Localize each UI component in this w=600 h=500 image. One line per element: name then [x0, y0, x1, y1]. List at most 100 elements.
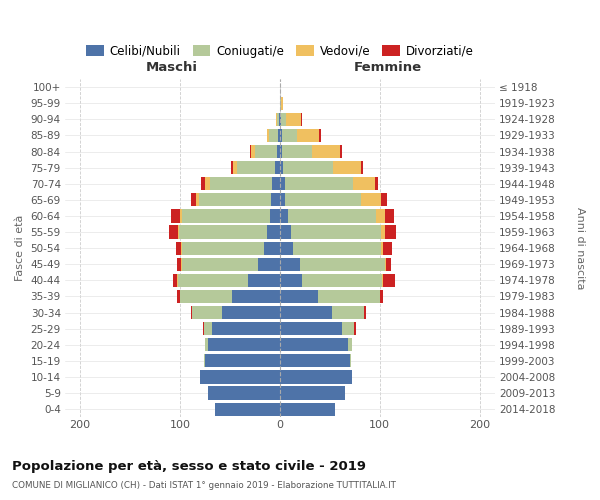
Bar [280, 322, 342, 336]
Bar [280, 386, 345, 400]
Bar [280, 129, 282, 142]
Bar [271, 194, 280, 206]
Bar [280, 194, 285, 206]
Bar [205, 354, 280, 368]
Bar [177, 258, 181, 271]
Bar [361, 161, 363, 174]
Bar [280, 226, 291, 238]
Bar [381, 226, 385, 238]
Bar [280, 96, 281, 110]
Bar [280, 242, 293, 255]
Bar [196, 194, 199, 206]
Bar [277, 113, 279, 126]
Bar [282, 145, 312, 158]
Bar [380, 290, 383, 303]
Bar [278, 129, 280, 142]
Bar [199, 194, 271, 206]
Bar [275, 161, 280, 174]
Bar [173, 274, 177, 287]
Bar [171, 210, 180, 222]
Text: Popolazione per età, sesso e stato civile - 2019: Popolazione per età, sesso e stato civil… [12, 460, 366, 473]
Text: Maschi: Maschi [146, 62, 198, 74]
Bar [386, 258, 391, 271]
Bar [191, 306, 192, 319]
Bar [333, 161, 361, 174]
Bar [231, 161, 233, 174]
Bar [264, 242, 280, 255]
Bar [267, 226, 280, 238]
Bar [319, 129, 321, 142]
Bar [208, 386, 280, 400]
Bar [255, 145, 277, 158]
Bar [176, 242, 181, 255]
Bar [210, 177, 272, 190]
Bar [269, 129, 278, 142]
Bar [178, 226, 179, 238]
Bar [285, 194, 361, 206]
Bar [354, 322, 356, 336]
Bar [180, 210, 182, 222]
Bar [280, 177, 285, 190]
Bar [383, 274, 395, 287]
Bar [385, 226, 396, 238]
Bar [302, 274, 382, 287]
Bar [181, 258, 182, 271]
Bar [383, 242, 392, 255]
Bar [381, 194, 387, 206]
Bar [270, 210, 280, 222]
Legend: Celibi/Nubili, Coniugati/e, Vedovi/e, Divorziati/e: Celibi/Nubili, Coniugati/e, Vedovi/e, Di… [83, 41, 477, 61]
Bar [180, 290, 232, 303]
Bar [169, 226, 178, 238]
Bar [182, 210, 270, 222]
Bar [280, 145, 282, 158]
Bar [382, 274, 383, 287]
Bar [385, 258, 386, 271]
Bar [283, 161, 333, 174]
Bar [280, 161, 283, 174]
Bar [177, 290, 180, 303]
Bar [361, 194, 381, 206]
Bar [203, 322, 204, 336]
Bar [204, 322, 212, 336]
Bar [248, 274, 280, 287]
Bar [201, 177, 205, 190]
Bar [340, 145, 342, 158]
Bar [267, 129, 269, 142]
Bar [280, 338, 348, 351]
Bar [280, 290, 318, 303]
Bar [348, 338, 352, 351]
Bar [342, 322, 354, 336]
Bar [192, 306, 222, 319]
Bar [286, 113, 301, 126]
Bar [350, 354, 351, 368]
Bar [200, 370, 280, 384]
Bar [178, 274, 248, 287]
Bar [177, 274, 178, 287]
Bar [288, 210, 376, 222]
Bar [364, 306, 366, 319]
Bar [205, 338, 208, 351]
Bar [280, 113, 281, 126]
Bar [300, 258, 385, 271]
Bar [285, 177, 353, 190]
Bar [297, 129, 319, 142]
Bar [251, 145, 255, 158]
Y-axis label: Fasce di età: Fasce di età [15, 215, 25, 282]
Bar [281, 96, 283, 110]
Bar [280, 354, 350, 368]
Bar [272, 177, 280, 190]
Bar [233, 161, 237, 174]
Bar [282, 129, 297, 142]
Bar [181, 242, 182, 255]
Bar [280, 306, 332, 319]
Bar [179, 226, 267, 238]
Bar [281, 113, 286, 126]
Bar [353, 177, 375, 190]
Bar [381, 242, 383, 255]
Bar [280, 258, 300, 271]
Bar [280, 274, 302, 287]
Bar [301, 113, 302, 126]
Bar [318, 290, 380, 303]
Bar [312, 145, 340, 158]
Bar [208, 338, 280, 351]
